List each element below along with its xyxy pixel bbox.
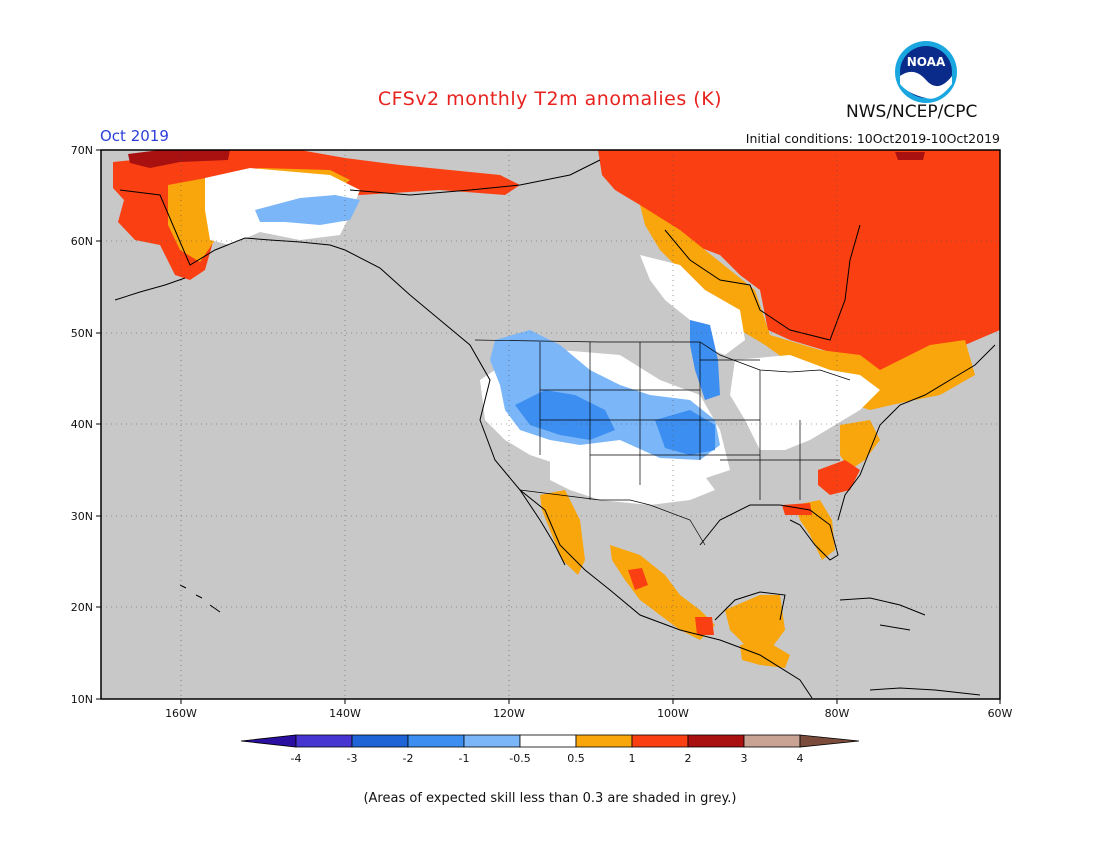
valid-month-label: Oct 2019: [100, 127, 169, 145]
anomaly-patches: [113, 150, 1000, 668]
alaska-coast: [119, 189, 346, 266]
legend-bin-gt-4: [799, 734, 860, 748]
patch-mexico-orange: [610, 545, 715, 640]
legend-label-n05: -0.5: [509, 752, 530, 765]
legend-bin-n4-n3: [295, 734, 353, 748]
patch-alaska-cool: [255, 195, 360, 225]
patch-central-am-orange: [740, 640, 790, 668]
patch-east-white: [730, 355, 880, 450]
patch-mexico-red2: [695, 617, 714, 635]
legend-label-n4: -4: [291, 752, 302, 765]
legend-bin-2-3: [687, 734, 745, 748]
legend-bin-n2-n1: [407, 734, 465, 748]
lat-label-60n: 60N: [71, 235, 93, 248]
patch-manitoba-white: [640, 255, 745, 355]
agency-label: NWS/NCEP/CPC: [846, 102, 978, 122]
arctic-coast: [349, 159, 601, 196]
aleutian-coast: [114, 277, 186, 301]
patch-carolina-red: [818, 460, 860, 495]
patch-dark-ne: [895, 152, 925, 160]
lat-label-10n: 10N: [71, 693, 93, 706]
legend-bin-n05-05: [519, 734, 577, 748]
patch-baja-orange: [540, 490, 585, 575]
lon-label-120w: 120W: [493, 707, 525, 720]
legend-bin-n1-n05: [463, 734, 521, 748]
legend-label-2: 2: [685, 752, 692, 765]
patch-arctic-dark: [128, 150, 230, 168]
lat-label-50n: 50N: [71, 327, 93, 340]
hudson-bay-coast: [664, 224, 861, 341]
skill-footnote: (Areas of expected skill less than 0.3 a…: [363, 791, 737, 806]
legend-label-n1: -1: [459, 752, 470, 765]
yucatan-coast: [714, 591, 786, 621]
legend-label-n3: -3: [347, 752, 358, 765]
state-lines: [539, 342, 840, 500]
pacific-coast: [344, 249, 813, 699]
longitude-axis: [180, 699, 1001, 704]
patch-mid-atlantic-orange: [840, 420, 880, 470]
coastlines: [114, 159, 996, 699]
svg-text:NOAA: NOAA: [907, 55, 946, 69]
lat-label-30n: 30N: [71, 510, 93, 523]
gulf-coast: [699, 504, 839, 561]
legend-bin-05-1: [575, 734, 633, 748]
legend-bin-n3-n2: [351, 734, 409, 748]
legend-label-3: 3: [741, 752, 748, 765]
latitude-axis: [96, 149, 101, 700]
color-legend: [240, 734, 860, 748]
legend-label-n2: -2: [403, 752, 414, 765]
mexico-us-border: [519, 489, 706, 546]
initial-conditions-label: Initial conditions: 10Oct2019-10Oct2019: [745, 131, 1000, 146]
patch-yucatan-orange: [725, 595, 785, 650]
map-title: CFSv2 monthly T2m anomalies (K): [377, 88, 723, 110]
canada-us-border: [474, 339, 851, 381]
atlantic-coast: [837, 344, 996, 521]
patch-ne-canada-warm: [598, 150, 1000, 395]
legend-bin-3-4: [743, 734, 801, 748]
lon-label-80w: 80W: [825, 707, 850, 720]
legend-label-05: 0.5: [567, 752, 585, 765]
lat-label-20n: 20N: [71, 601, 93, 614]
lon-label-140w: 140W: [329, 707, 361, 720]
lon-label-100w: 100W: [657, 707, 689, 720]
noaa-logo: NOAA: [894, 40, 958, 104]
patch-gulf-red: [782, 503, 812, 515]
borders: [474, 339, 851, 546]
legend-label-4: 4: [797, 752, 804, 765]
legend-bin-lt-4: [240, 734, 297, 748]
lat-label-40n: 40N: [71, 418, 93, 431]
patch-sw-white: [550, 455, 715, 505]
lat-label-70n: 70N: [71, 144, 93, 157]
lon-label-160w: 160W: [165, 707, 197, 720]
legend-label-1: 1: [629, 752, 636, 765]
caribbean-islands: [839, 597, 981, 696]
lon-label-60w: 60W: [988, 707, 1013, 720]
legend-bin-1-2: [631, 734, 689, 748]
patch-mexico-red: [628, 568, 648, 590]
baja-coast: [519, 489, 566, 566]
